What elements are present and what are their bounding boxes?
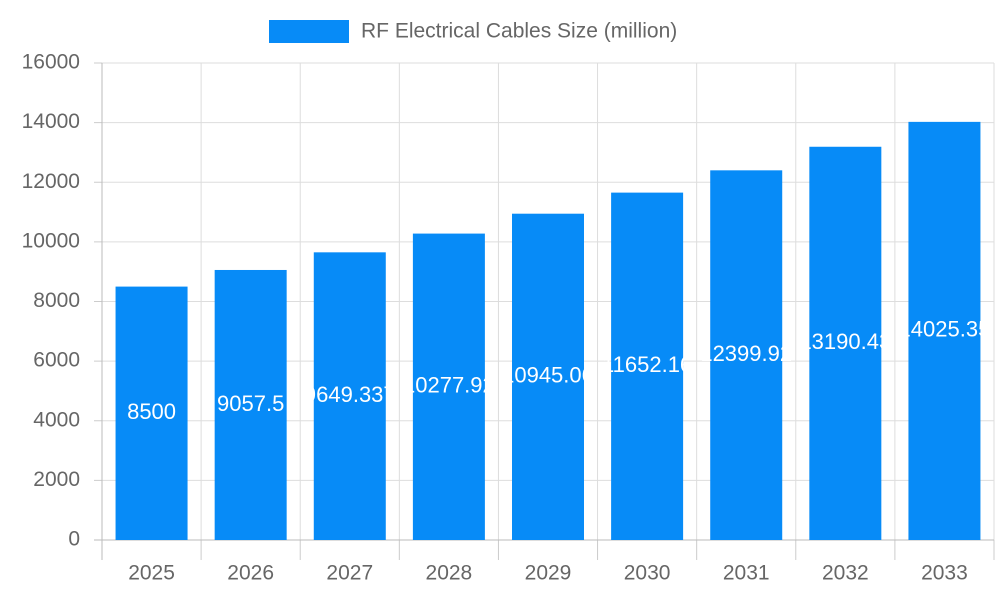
bar	[313, 252, 386, 540]
x-tick-label: 2032	[822, 562, 869, 585]
x-tick-label: 2025	[128, 562, 175, 585]
legend-swatch	[269, 20, 349, 43]
y-tick-label: 2000	[33, 468, 80, 491]
y-tick-label: 0	[68, 528, 80, 551]
x-tick-label: 2033	[921, 562, 968, 585]
y-tick-label: 12000	[22, 170, 80, 193]
y-tick-label: 6000	[33, 349, 80, 372]
bar	[214, 269, 287, 540]
x-tick-label: 2031	[723, 562, 770, 585]
bar	[809, 146, 882, 540]
bar	[710, 170, 783, 540]
bar	[512, 213, 584, 541]
data-label: 8500	[127, 399, 176, 424]
data-label: 11652.16	[602, 352, 692, 377]
data-label: 10277.92	[403, 373, 495, 398]
bar	[115, 286, 188, 540]
bar	[412, 233, 485, 540]
y-tick-label: 10000	[22, 229, 80, 252]
data-label: 13190.43	[799, 329, 891, 354]
y-tick-label: 8000	[33, 289, 80, 312]
y-tick-label: 14000	[22, 110, 80, 133]
y-tick-label: 16000	[22, 51, 80, 74]
legend-label: RF Electrical Cables Size (million)	[361, 20, 677, 43]
x-tick-label: 2026	[227, 562, 274, 585]
data-label: 9057.5	[217, 391, 284, 416]
bar	[908, 121, 981, 540]
data-label: 10945.06	[502, 363, 594, 388]
data-label: 9649.337	[304, 382, 396, 407]
x-tick-label: 2027	[326, 562, 373, 585]
x-tick-label: 2028	[426, 562, 473, 585]
y-tick-label: 4000	[33, 408, 80, 431]
data-label: 14025.35	[899, 317, 991, 342]
x-tick-label: 2030	[624, 562, 671, 585]
bar	[611, 192, 684, 540]
x-tick-label: 2029	[525, 562, 572, 585]
data-label: 12399.92	[700, 341, 792, 366]
